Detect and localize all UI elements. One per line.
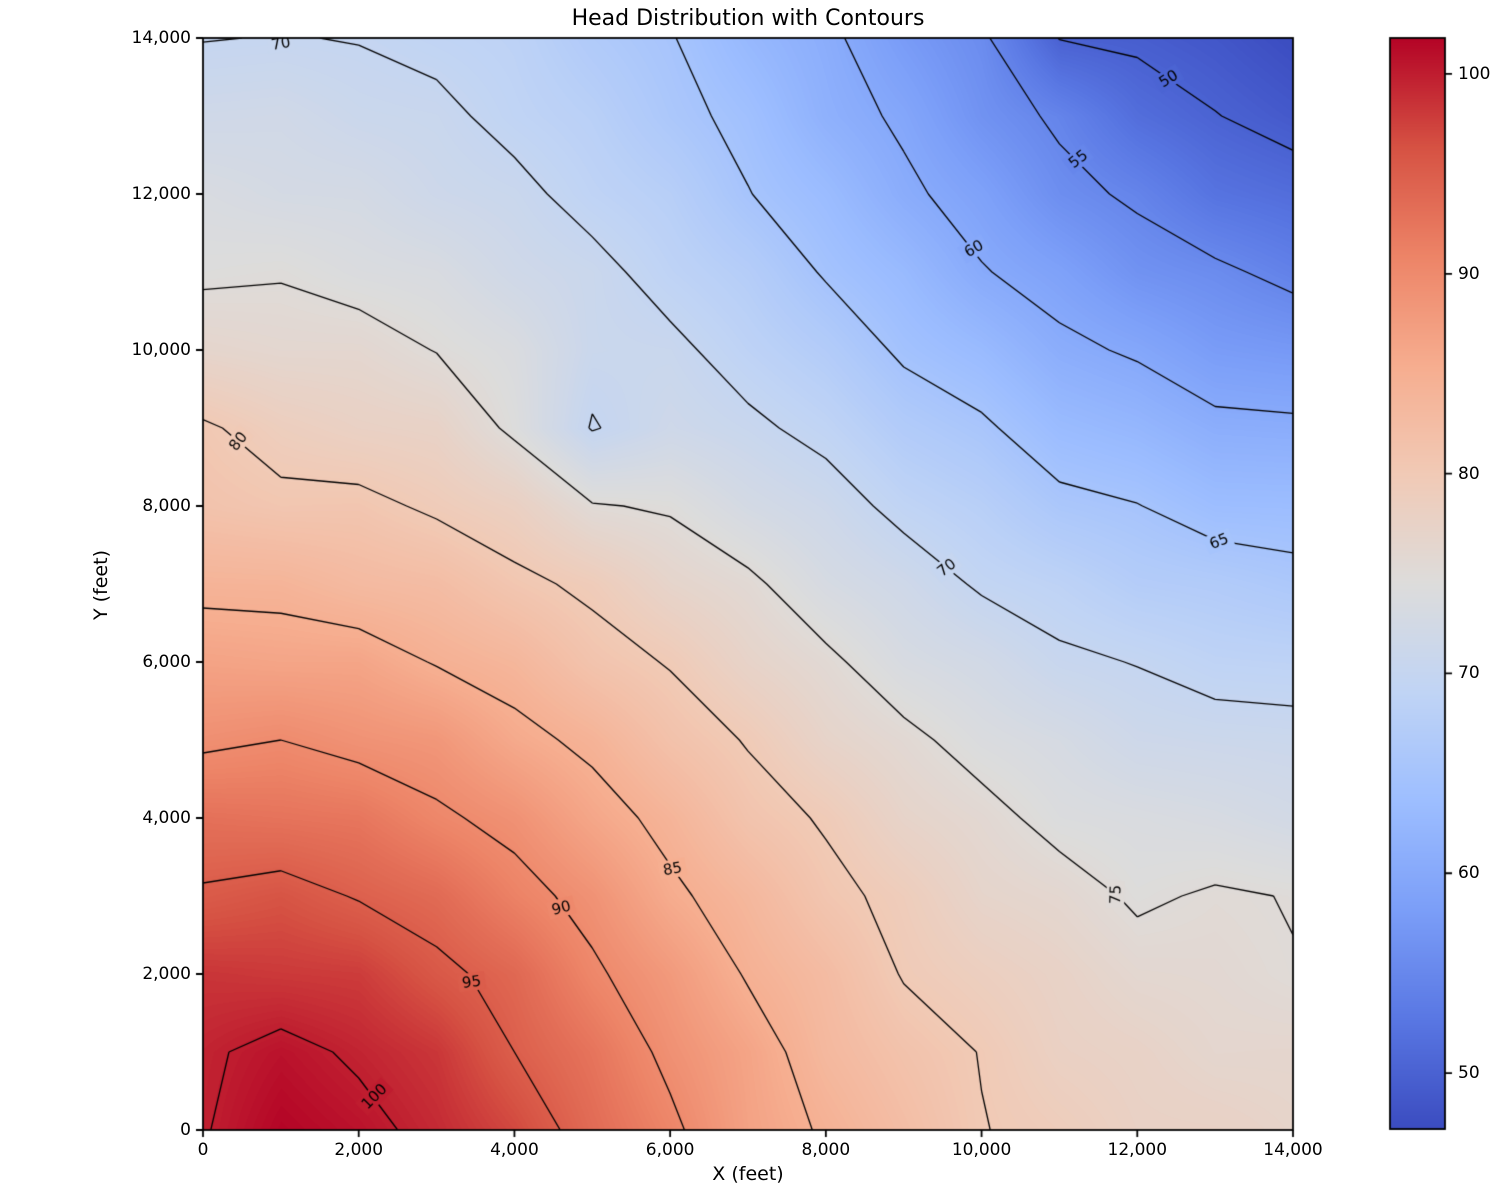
y-tick-label: 14,000 [131, 28, 191, 48]
y-tick-label: 10,000 [131, 340, 191, 360]
x-tick-label: 2,000 [334, 1140, 384, 1160]
colorbar-tick-label: 100 [1458, 63, 1491, 84]
x-tick-label: 8,000 [801, 1140, 851, 1160]
colorbar-tick-label: 80 [1458, 463, 1480, 484]
colorbar-tick-label: 50 [1458, 1063, 1480, 1084]
y-tick-label: 12,000 [131, 184, 191, 204]
y-tick-label: 8,000 [142, 496, 191, 516]
y-axis-label: Y (feet) [90, 550, 112, 620]
plot-title: Head Distribution with Contours [571, 6, 925, 31]
y-tick-label: 4,000 [142, 808, 191, 828]
x-tick-label: 12,000 [1107, 1140, 1168, 1160]
x-tick-label: 0 [197, 1140, 209, 1160]
x-tick-label: 10,000 [951, 1140, 1012, 1160]
colorbar-tick-label: 60 [1458, 863, 1480, 884]
y-tick-label: 6,000 [142, 652, 191, 672]
x-tick-label: 4,000 [490, 1140, 539, 1160]
x-tick-label: 6,000 [645, 1140, 695, 1160]
x-tick-label: 14,000 [1263, 1140, 1323, 1160]
colorbar-tick-label: 70 [1458, 663, 1480, 684]
y-tick-label: 0 [180, 1120, 191, 1140]
y-tick-label: 2,000 [142, 964, 191, 984]
x-axis-label: X (feet) [712, 1163, 784, 1185]
colorbar-tick-label: 90 [1458, 263, 1480, 284]
